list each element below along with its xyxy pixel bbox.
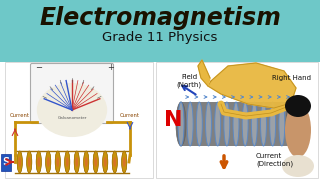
Ellipse shape bbox=[85, 157, 88, 167]
Ellipse shape bbox=[37, 83, 107, 137]
Ellipse shape bbox=[84, 151, 89, 173]
Ellipse shape bbox=[37, 157, 40, 167]
Ellipse shape bbox=[233, 102, 239, 146]
Ellipse shape bbox=[113, 157, 116, 167]
Bar bbox=[0, 62, 320, 180]
Ellipse shape bbox=[17, 151, 22, 173]
Text: Right Hand: Right Hand bbox=[272, 75, 311, 81]
Text: Galvanometer: Galvanometer bbox=[57, 116, 87, 120]
Ellipse shape bbox=[55, 151, 60, 173]
FancyBboxPatch shape bbox=[1, 154, 11, 170]
Ellipse shape bbox=[285, 95, 311, 117]
Ellipse shape bbox=[17, 151, 22, 173]
Ellipse shape bbox=[74, 151, 79, 173]
Ellipse shape bbox=[46, 151, 51, 173]
Text: +: + bbox=[107, 63, 114, 72]
Ellipse shape bbox=[28, 157, 31, 167]
Ellipse shape bbox=[178, 102, 184, 146]
Ellipse shape bbox=[56, 157, 59, 167]
Ellipse shape bbox=[196, 102, 202, 146]
Ellipse shape bbox=[94, 157, 97, 167]
Bar bbox=[181, 102, 291, 146]
FancyBboxPatch shape bbox=[30, 64, 114, 123]
Ellipse shape bbox=[242, 102, 248, 146]
Text: S: S bbox=[2, 157, 9, 167]
Ellipse shape bbox=[176, 102, 186, 146]
Bar bbox=[156, 62, 318, 178]
Ellipse shape bbox=[279, 102, 285, 146]
Ellipse shape bbox=[74, 151, 79, 173]
Ellipse shape bbox=[288, 102, 294, 146]
Text: Current: Current bbox=[10, 113, 30, 118]
Ellipse shape bbox=[36, 151, 41, 173]
Ellipse shape bbox=[93, 151, 98, 173]
Ellipse shape bbox=[282, 155, 314, 177]
Ellipse shape bbox=[215, 102, 220, 146]
Ellipse shape bbox=[65, 151, 70, 173]
Text: Current
(Direction): Current (Direction) bbox=[256, 153, 293, 167]
Ellipse shape bbox=[103, 151, 108, 173]
Ellipse shape bbox=[286, 102, 296, 146]
Ellipse shape bbox=[270, 102, 276, 146]
Ellipse shape bbox=[66, 157, 69, 167]
Polygon shape bbox=[198, 60, 210, 86]
Ellipse shape bbox=[260, 102, 267, 146]
Ellipse shape bbox=[27, 151, 32, 173]
Ellipse shape bbox=[112, 151, 117, 173]
Text: N: N bbox=[164, 110, 182, 130]
Polygon shape bbox=[208, 63, 296, 108]
Bar bbox=[5, 62, 153, 178]
Ellipse shape bbox=[285, 102, 311, 158]
Ellipse shape bbox=[27, 151, 32, 173]
Ellipse shape bbox=[36, 151, 41, 173]
Ellipse shape bbox=[18, 157, 21, 167]
Ellipse shape bbox=[205, 102, 212, 146]
Ellipse shape bbox=[224, 102, 230, 146]
Ellipse shape bbox=[65, 151, 70, 173]
Ellipse shape bbox=[252, 102, 257, 146]
Ellipse shape bbox=[122, 151, 127, 173]
Text: Grade 11 Physics: Grade 11 Physics bbox=[102, 30, 218, 44]
Ellipse shape bbox=[123, 157, 126, 167]
Ellipse shape bbox=[104, 157, 107, 167]
Ellipse shape bbox=[103, 151, 108, 173]
Ellipse shape bbox=[84, 151, 89, 173]
Ellipse shape bbox=[93, 151, 98, 173]
Ellipse shape bbox=[46, 151, 51, 173]
Ellipse shape bbox=[112, 151, 117, 173]
Text: −: − bbox=[35, 63, 42, 72]
Text: Field
(North): Field (North) bbox=[176, 74, 202, 87]
Ellipse shape bbox=[75, 157, 78, 167]
Text: Current: Current bbox=[120, 113, 140, 118]
Text: Electromagnetism: Electromagnetism bbox=[39, 6, 281, 30]
Ellipse shape bbox=[55, 151, 60, 173]
Ellipse shape bbox=[47, 157, 50, 167]
Ellipse shape bbox=[187, 102, 193, 146]
Ellipse shape bbox=[122, 151, 127, 173]
